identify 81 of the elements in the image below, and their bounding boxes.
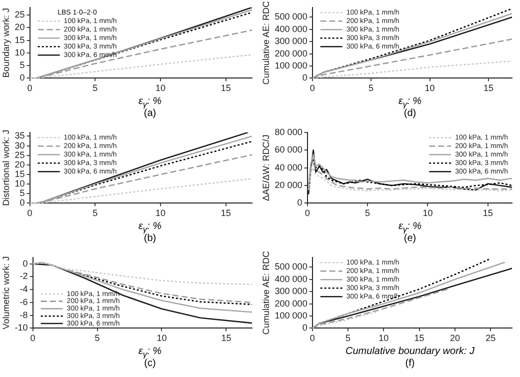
line-series xyxy=(32,262,252,286)
x-tick-label: 5 xyxy=(345,333,350,344)
y-tick-label: 0 xyxy=(20,198,25,208)
x-axis-title: Cumulative boundary work: J xyxy=(344,346,476,358)
y-tick-label: 80 000 xyxy=(274,126,302,137)
x-tick-label: 15 xyxy=(220,208,231,218)
y-tick-label: -8 xyxy=(20,310,28,320)
y-tick-label: 0 xyxy=(297,198,302,208)
x-tick-label: 10 xyxy=(156,333,167,344)
y-tick-label: 20 000 xyxy=(274,180,302,190)
y-tick-label: 25 xyxy=(14,9,25,20)
y-tick-label: 200 000 xyxy=(274,298,308,308)
x-tick-label: 15 xyxy=(220,83,231,94)
y-tick-label: 5 xyxy=(20,188,25,198)
x-tick-label: 10 xyxy=(422,208,433,218)
x-tick-label: 15 xyxy=(221,333,232,344)
y-tick-label: 100 000 xyxy=(274,60,308,70)
line-series xyxy=(308,167,512,192)
text: (c) xyxy=(144,358,157,370)
y-tick-label: 300 000 xyxy=(274,286,308,296)
text: (b) xyxy=(144,233,158,245)
x-axis-title: ε$_{γ}$: % xyxy=(137,221,163,234)
y-tick-label: 15 xyxy=(14,168,25,179)
y-tick-label: -10 xyxy=(14,322,28,333)
x-tick-label: 10 xyxy=(156,208,166,218)
y-tick-label: -6 xyxy=(20,296,28,307)
y-axis-title: Distortional work: J xyxy=(0,130,11,206)
text: (a) xyxy=(144,108,158,120)
text: (f) xyxy=(404,358,416,370)
y-tick-label: 10 xyxy=(14,178,25,189)
y-axis-title: Cumulative AE: RDC xyxy=(260,250,271,335)
y-tick-label: 0 xyxy=(22,258,28,268)
y-tick-label: 5 xyxy=(20,60,25,70)
y-tick-label: -2 xyxy=(20,271,28,282)
y-tick-label: 40 000 xyxy=(274,162,302,172)
x-tick-label: 5 xyxy=(94,333,100,344)
y-tick-label: 10 xyxy=(14,47,25,58)
x-tick-label: 5 xyxy=(368,83,374,94)
x-tick-label: 5 xyxy=(92,83,98,94)
y-tick-label: 100 000 xyxy=(274,310,308,320)
y-tick-label: 20 xyxy=(14,159,25,170)
y-axis-title: Boundary work: J xyxy=(0,8,11,78)
y-tick-label: 500 000 xyxy=(274,12,308,22)
x-tick-label: 10 xyxy=(424,83,435,94)
y-tick-label: 300 000 xyxy=(274,36,308,46)
x-axis-title: ε$_{γ}$: % xyxy=(137,96,163,109)
y-axis-title: Cumulative AE: RDC xyxy=(260,0,271,85)
x-tick-label: 10 xyxy=(156,83,166,94)
y-tick-label: 20 xyxy=(14,22,25,32)
y-axis-title: ΔAE/ΔW: RDC/J xyxy=(260,134,271,201)
y-tick-label: 0 xyxy=(20,72,25,83)
text: (d) xyxy=(404,108,418,120)
x-tick-label: 0 xyxy=(30,333,36,344)
x-tick-label: 25 xyxy=(486,333,496,344)
y-tick-label: 15 xyxy=(14,34,25,45)
text: (e) xyxy=(404,233,418,245)
y-tick-label: 400 000 xyxy=(274,274,308,284)
y-tick-label: 400 000 xyxy=(274,24,308,34)
y-tick-label: -4 xyxy=(20,284,28,294)
x-tick-label: 5 xyxy=(92,208,98,218)
y-tick-label: 60 000 xyxy=(274,144,302,155)
y-tick-label: 200 000 xyxy=(274,48,308,58)
x-tick-label: 5 xyxy=(365,208,370,218)
y-axis-title: Volumetric work: J xyxy=(0,256,11,330)
x-tick-label: 10 xyxy=(378,333,389,344)
x-tick-label: 15 xyxy=(482,208,493,218)
x-axis-title: ε$_{γ}$: % xyxy=(397,221,423,234)
x-tick-label: 20 xyxy=(450,333,460,344)
x-axis-title: ε$_{γ}$: % xyxy=(137,346,163,359)
y-tick-label: 0 xyxy=(302,72,308,83)
x-axis-title: ε$_{γ}$: % xyxy=(397,96,423,109)
y-tick-label: 0 xyxy=(302,322,308,333)
line-series xyxy=(312,310,380,328)
y-tick-label: 500 000 xyxy=(274,262,308,272)
x-tick-label: 0 xyxy=(310,83,315,94)
y-tick-label: 35 xyxy=(14,130,25,141)
y-tick-label: 25 xyxy=(14,150,25,160)
x-tick-label: 15 xyxy=(414,333,424,344)
x-tick-label: 0 xyxy=(310,333,315,344)
x-tick-label: 15 xyxy=(484,83,494,94)
y-tick-label: 30 xyxy=(14,140,25,150)
